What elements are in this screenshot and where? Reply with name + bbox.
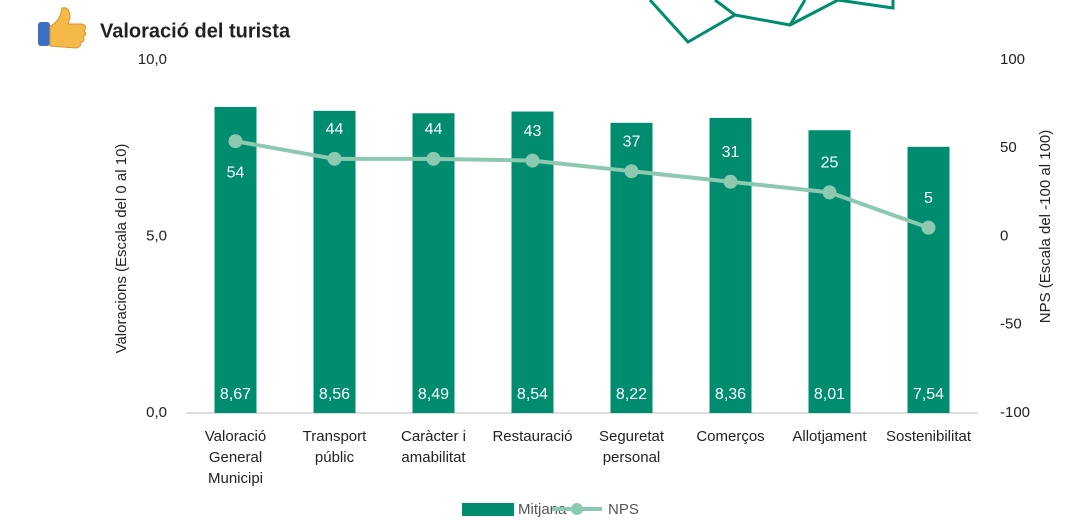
bar-value-label: 8,54 — [517, 386, 548, 403]
nps-point — [228, 134, 243, 149]
nps-value-label: 43 — [524, 123, 542, 140]
x-tick-label: Allotjament — [792, 428, 867, 445]
chart-title: Valoració del turista — [100, 20, 291, 42]
x-tick-label: Caràcter i amabilitat — [401, 428, 466, 466]
nps-point — [624, 164, 639, 179]
y2-tick-label: -50 — [1000, 316, 1022, 333]
nps-point — [327, 151, 342, 166]
x-tick-label: Comerços — [696, 428, 764, 445]
nps-point — [525, 153, 540, 168]
y2-axis-label: NPS (Escala del -100 al 100) — [1037, 130, 1054, 323]
bar — [907, 146, 950, 413]
y-tick-label: 10,0 — [138, 51, 167, 68]
y2-tick-label: -100 — [1000, 404, 1030, 421]
nps-value-label: 25 — [821, 155, 839, 172]
nps-point — [723, 174, 738, 189]
legend-swatch — [462, 503, 514, 516]
bar-value-label: 8,22 — [616, 386, 647, 403]
bar-value-label: 8,36 — [715, 386, 746, 403]
bar — [709, 117, 752, 413]
y2-tick-label: 0 — [1000, 227, 1008, 244]
bar-value-label: 8,56 — [319, 386, 350, 403]
x-tick-label: Seguretat personal — [599, 428, 665, 466]
y2-tick-label: 50 — [1000, 139, 1017, 156]
bar-value-label: 7,54 — [913, 386, 944, 403]
x-tick-label: Valoració General Municipi — [205, 428, 266, 487]
nps-value-label: 37 — [623, 133, 641, 150]
bar-value-label: 8,01 — [814, 386, 845, 403]
x-tick-label: Transport públic — [303, 428, 367, 466]
legend-swatch-marker — [571, 503, 583, 515]
nps-value-label: 44 — [326, 121, 344, 138]
nps-value-label: 5 — [924, 190, 933, 207]
thumbs-up-icon — [38, 7, 87, 49]
nps-value-label: 44 — [425, 121, 443, 138]
map-icon — [648, 0, 895, 44]
y-tick-label: 5,0 — [146, 227, 167, 244]
x-tick-label: Sostenibilitat — [886, 428, 972, 445]
nps-value-label: 54 — [227, 164, 245, 181]
legend-label: Mitjana — [518, 501, 567, 518]
nps-value-label: 31 — [722, 144, 740, 161]
bar — [808, 130, 851, 413]
x-tick-label: Restauració — [492, 428, 572, 445]
bar — [214, 106, 257, 413]
nps-point — [921, 220, 936, 235]
bar-value-label: 8,49 — [418, 386, 449, 403]
y2-tick-label: 100 — [1000, 51, 1025, 68]
nps-line — [235, 139, 930, 230]
y-axis-label: Valoracions (Escala del 0 al 10) — [113, 144, 130, 354]
bar-value-label: 8,67 — [220, 386, 251, 403]
nps-point — [426, 151, 441, 166]
y-tick-label: 0,0 — [146, 404, 167, 421]
legend-label: NPS — [608, 501, 639, 518]
nps-point — [822, 185, 837, 200]
